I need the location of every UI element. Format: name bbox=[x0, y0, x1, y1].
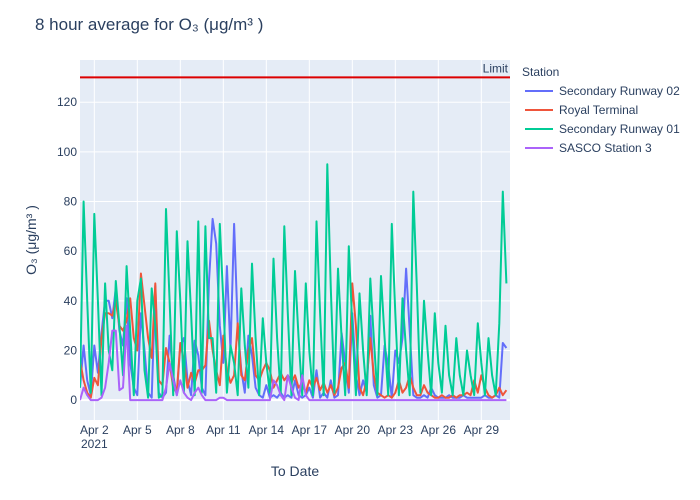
x-tick-label: Apr 17 bbox=[292, 423, 328, 437]
y-tick-label: 80 bbox=[64, 195, 78, 209]
series-line-royal-terminal bbox=[80, 272, 508, 399]
y-tick-label: 100 bbox=[57, 145, 77, 159]
limit-label: Limit bbox=[483, 61, 509, 75]
legend-title: Station bbox=[522, 65, 559, 79]
legend-label-secondary-runway-01: Secondary Runway 01 bbox=[559, 122, 680, 136]
x-tick-label: Apr 20 bbox=[335, 423, 371, 437]
x-axis-title: To Date bbox=[271, 463, 319, 479]
y-tick-label: 0 bbox=[70, 393, 77, 407]
legend-label-secondary-runway-02: Secondary Runway 02 bbox=[559, 84, 680, 98]
y-tick-label: 40 bbox=[64, 294, 78, 308]
x-tick-label: Apr 2 bbox=[80, 423, 109, 437]
series-line-secondary-runway-01 bbox=[80, 163, 508, 399]
x-tick-label: Apr 23 bbox=[378, 423, 414, 437]
series-line-secondary-runway-02 bbox=[80, 217, 508, 399]
series-line-sasco-station-3 bbox=[80, 324, 507, 402]
y-tick-label: 20 bbox=[64, 343, 78, 357]
y-tick-label: 60 bbox=[64, 244, 78, 258]
x-tick-label: Apr 11 bbox=[206, 423, 241, 437]
y-axis-title: O₃ (μg/m³ ) bbox=[23, 205, 39, 275]
x-tick-label: Apr 29 bbox=[464, 423, 500, 437]
x-tick-label: Apr 5 bbox=[123, 423, 152, 437]
x-tick-sublabel: 2021 bbox=[81, 437, 108, 451]
legend-label-royal-terminal: Royal Terminal bbox=[559, 103, 638, 117]
y-tick-label: 120 bbox=[57, 95, 77, 109]
x-tick-label: Apr 26 bbox=[421, 423, 457, 437]
chart-title: 8 hour average for O₃ (μg/m³ ) bbox=[35, 15, 263, 34]
legend: Station Secondary Runway 02 Royal Termina… bbox=[522, 65, 680, 155]
x-tick-label: Apr 8 bbox=[166, 423, 195, 437]
legend-label-sasco-station-3: SASCO Station 3 bbox=[559, 141, 652, 155]
x-tick-label: Apr 14 bbox=[249, 423, 285, 437]
